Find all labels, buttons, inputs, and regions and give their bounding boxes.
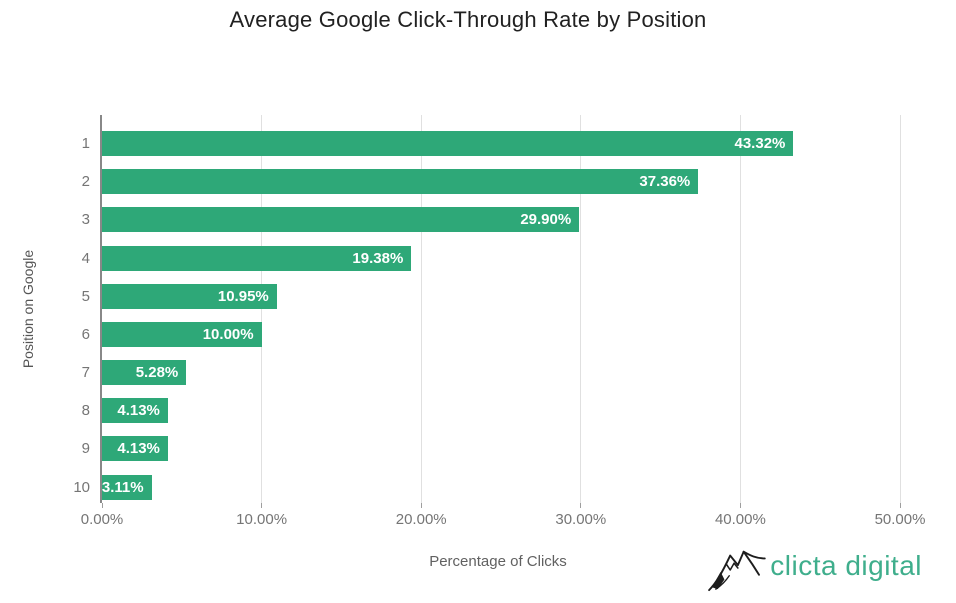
bar-position-2: 37.36% bbox=[102, 169, 699, 195]
x-axis-tick-label: 10.00% bbox=[236, 511, 288, 528]
bar-value-label: 29.90% bbox=[520, 211, 572, 229]
x-axis-tick bbox=[739, 503, 741, 508]
brand-logo: clicta digital bbox=[704, 545, 922, 593]
x-axis-tick bbox=[899, 503, 901, 508]
y-axis-tick-label: 1 bbox=[81, 135, 90, 152]
plot-area: 0.00% 10.00% 20.00% 30.00% 40.00% 50.00% 1 43.3… bbox=[73, 115, 925, 528]
bar-value-label: 43.32% bbox=[734, 135, 786, 152]
y-axis-tick-label: 6 bbox=[81, 325, 90, 343]
bar-position-1: 43.32% bbox=[102, 131, 794, 156]
x-axis-tick bbox=[261, 503, 263, 508]
y-axis-tick-label: 7 bbox=[81, 364, 90, 382]
bar-value-label: 10.95% bbox=[217, 287, 269, 305]
bar-value-label: 4.13% bbox=[117, 440, 160, 458]
bar-value-label: 10.00% bbox=[202, 325, 254, 343]
gridline bbox=[739, 115, 741, 503]
bar-position-3: 29.90% bbox=[102, 207, 580, 233]
bar-value-label: 37.36% bbox=[639, 173, 691, 191]
y-axis-title: Position on Google bbox=[20, 249, 36, 369]
gridline bbox=[899, 115, 901, 503]
bar-value-label: 5.28% bbox=[135, 364, 179, 382]
x-axis-tick bbox=[101, 503, 103, 508]
x-axis-tick-label: 0.00% bbox=[80, 511, 124, 528]
y-axis-tick-label: 9 bbox=[81, 440, 90, 458]
bar-value-label: 4.13% bbox=[117, 402, 160, 420]
mountain-sketch-icon bbox=[708, 550, 766, 592]
x-axis-tick bbox=[420, 503, 422, 508]
gridline bbox=[580, 115, 582, 503]
x-axis-tick-label: 40.00% bbox=[714, 511, 766, 528]
bar-position-7: 5.28% bbox=[102, 360, 187, 386]
bar-value-label: 19.38% bbox=[352, 249, 404, 267]
x-axis-tick bbox=[580, 503, 582, 508]
gridline bbox=[261, 115, 263, 503]
bar-position-8: 4.13% bbox=[102, 398, 168, 424]
bar-value-label: 3.11% bbox=[101, 478, 144, 496]
bar-position-10: 3.11% bbox=[101, 474, 152, 500]
y-axis-tick-label: 3 bbox=[81, 211, 90, 229]
brand-logo-text: clicta digital bbox=[770, 550, 922, 581]
chart-title: Average Google Click-Through Rate by Pos… bbox=[229, 7, 707, 32]
x-axis-tick-label: 50.00% bbox=[874, 511, 926, 528]
y-axis-tick-label: 8 bbox=[81, 402, 90, 420]
x-axis-title: Percentage of Clicks bbox=[429, 553, 567, 570]
bar-position-5: 10.95% bbox=[102, 283, 277, 309]
y-axis-tick-label: 4 bbox=[81, 249, 90, 267]
y-axis-tick-label: 2 bbox=[81, 173, 90, 191]
gridline bbox=[420, 115, 422, 503]
x-axis-tick-label: 20.00% bbox=[395, 511, 447, 528]
bar-position-4: 19.38% bbox=[102, 245, 412, 271]
bar-position-6: 10.00% bbox=[102, 321, 262, 347]
x-axis-tick-label: 30.00% bbox=[555, 511, 607, 528]
y-axis-tick-label: 5 bbox=[81, 287, 90, 305]
y-axis-tick-label: 10 bbox=[73, 478, 90, 496]
bar-position-9: 4.13% bbox=[102, 436, 168, 462]
